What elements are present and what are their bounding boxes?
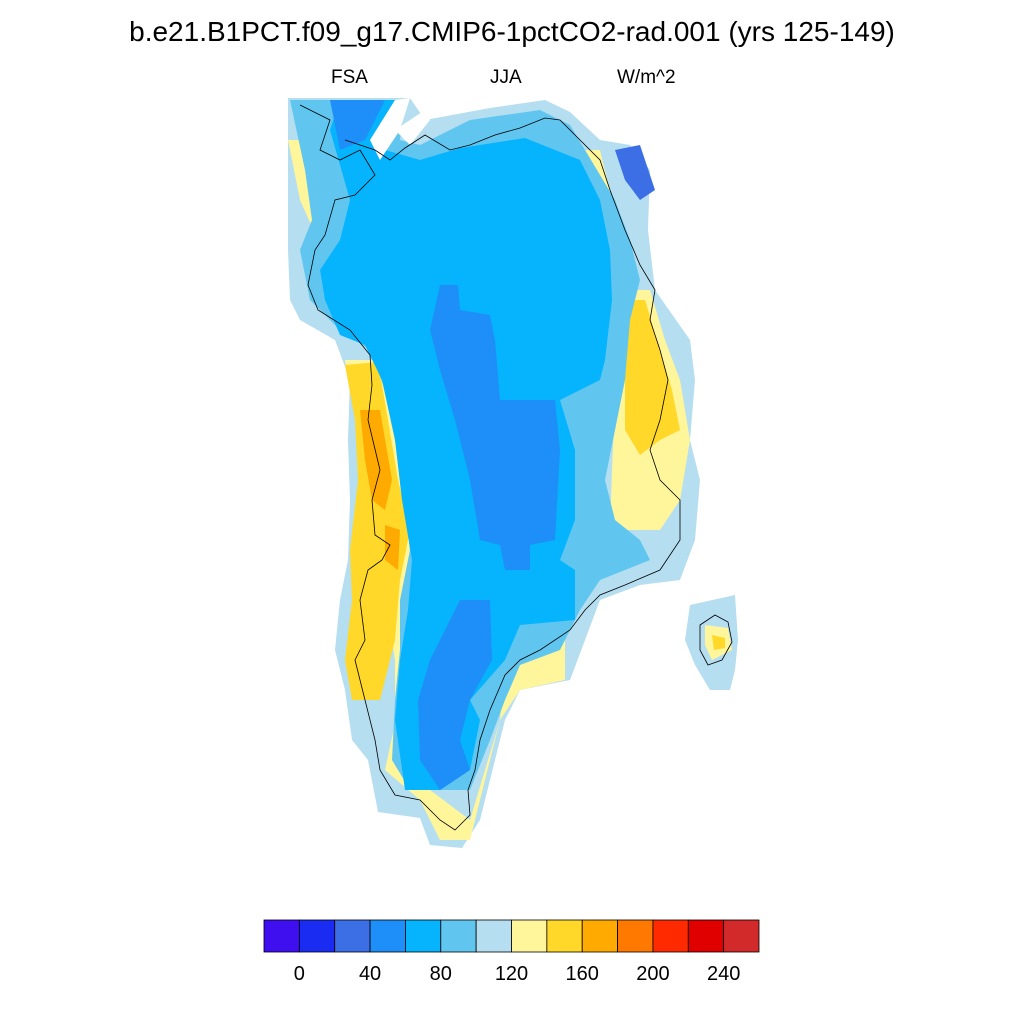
colorbar-tick-label: 160 xyxy=(566,963,599,985)
colorbar-box xyxy=(581,919,618,953)
field-west-orange-2 xyxy=(385,525,400,570)
colorbar-box xyxy=(687,919,725,953)
colorbar-box xyxy=(546,919,583,953)
field-west-warm xyxy=(345,362,410,700)
coastline xyxy=(299,104,681,831)
colorbar-box xyxy=(511,919,548,953)
field-east-warm xyxy=(620,300,680,455)
colorbar-box xyxy=(617,919,654,953)
field-ne-dark xyxy=(615,145,655,200)
season-label: JJA xyxy=(490,67,522,88)
variable-label: FSA xyxy=(331,67,368,88)
field-island-warm xyxy=(712,635,725,650)
field-core xyxy=(430,285,560,570)
colorbar-box xyxy=(369,919,406,953)
field-gap-2 xyxy=(395,110,430,145)
colorbar-tick-label: 80 xyxy=(430,963,452,985)
colorbar-box xyxy=(298,919,336,953)
field-core-south xyxy=(418,600,492,790)
colorbar-tick-label: 0 xyxy=(294,963,305,985)
colorbar-box xyxy=(723,919,760,953)
colorbar-tick-label: 200 xyxy=(636,963,669,985)
units-label: W/m^2 xyxy=(617,67,676,88)
colorbar-box xyxy=(405,919,442,953)
plot-title: b.e21.B1PCT.f09_g17.CMIP6-1pctCO2-rad.00… xyxy=(129,16,895,47)
colorbar-box xyxy=(263,919,300,953)
field-west-orange xyxy=(360,410,392,510)
colorbar-tick-label: 40 xyxy=(359,963,381,985)
colorbar-box xyxy=(652,919,689,953)
colorbar-tick-label: 240 xyxy=(707,963,740,985)
field-gap-1 xyxy=(370,98,410,160)
colorbar-box xyxy=(334,919,371,953)
colorbar-tick-label: 120 xyxy=(495,963,528,985)
coastline-island xyxy=(699,614,733,666)
field-north-dark xyxy=(330,100,385,150)
colorbar-box xyxy=(440,919,477,953)
colorbar-box xyxy=(475,919,512,953)
